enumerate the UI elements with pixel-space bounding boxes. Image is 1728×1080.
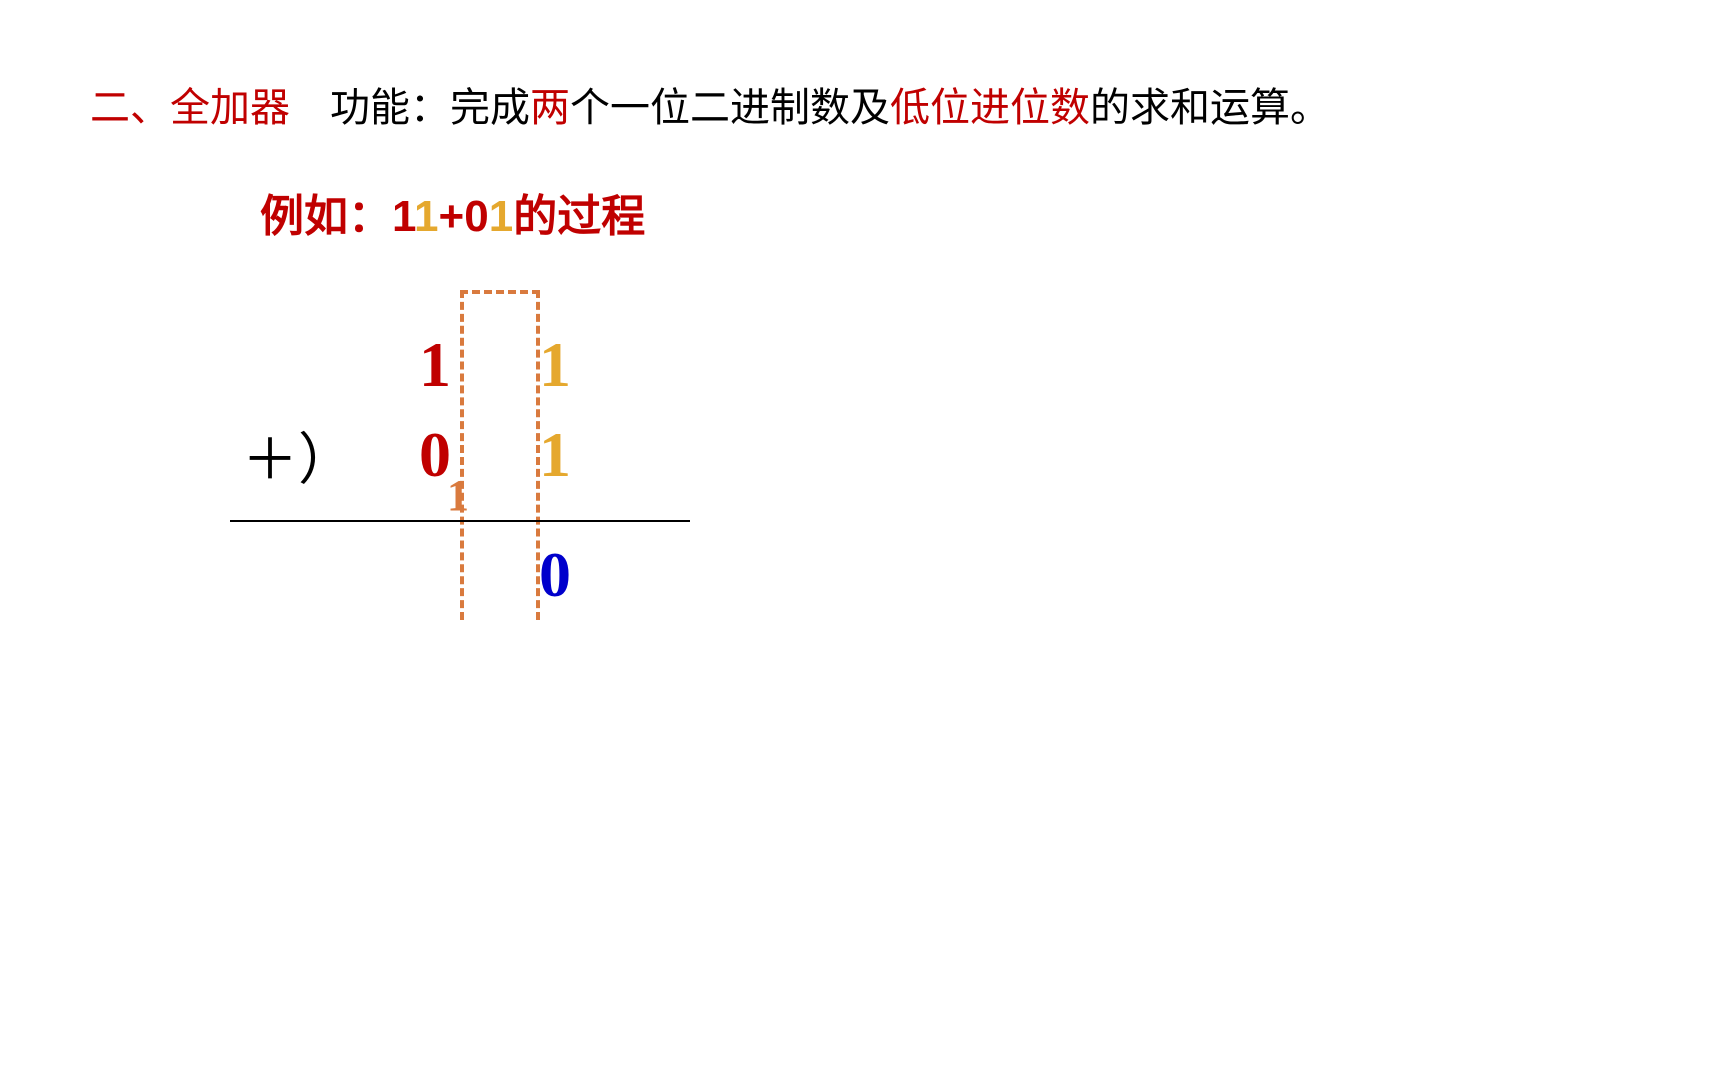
arithmetic-row-1: 1 1 (230, 320, 710, 410)
function-highlight-1: 两 (530, 85, 570, 130)
header-row: 二、全加器 功能：完成两个一位二进制数及低位进位数的求和运算。 (90, 75, 1330, 133)
function-mid: 个一位二进制数及 (570, 85, 890, 130)
example-plus: + (439, 192, 465, 241)
plus-sign: ＋） (242, 415, 354, 496)
carry-digit: 1 (438, 470, 478, 521)
result-low-digit: 0 (500, 538, 610, 612)
row1-low-digit: 1 (500, 328, 610, 402)
example-n2d2: 1 (489, 192, 513, 241)
function-highlight-2: 低位进位数 (890, 85, 1090, 130)
section-title: 二、全加器 (90, 75, 290, 133)
example-n2d1: 0 (464, 192, 488, 241)
function-description: 功能：完成两个一位二进制数及低位进位数的求和运算。 (330, 75, 1330, 133)
example-title: 例如：11+01的过程 (260, 180, 645, 244)
example-suffix: 的过程 (513, 192, 645, 241)
example-n1d1: 1 (392, 192, 415, 241)
result-row: 0 (230, 530, 710, 620)
function-prefix: 功能：完成 (330, 85, 530, 130)
example-prefix: 例如： (260, 192, 392, 241)
row1-high-digit: 1 (380, 328, 490, 402)
row2-low-digit: 1 (500, 418, 610, 492)
division-line (230, 520, 690, 522)
example-n1d2: 1 (415, 192, 438, 241)
function-suffix: 的求和运算。 (1090, 85, 1330, 130)
